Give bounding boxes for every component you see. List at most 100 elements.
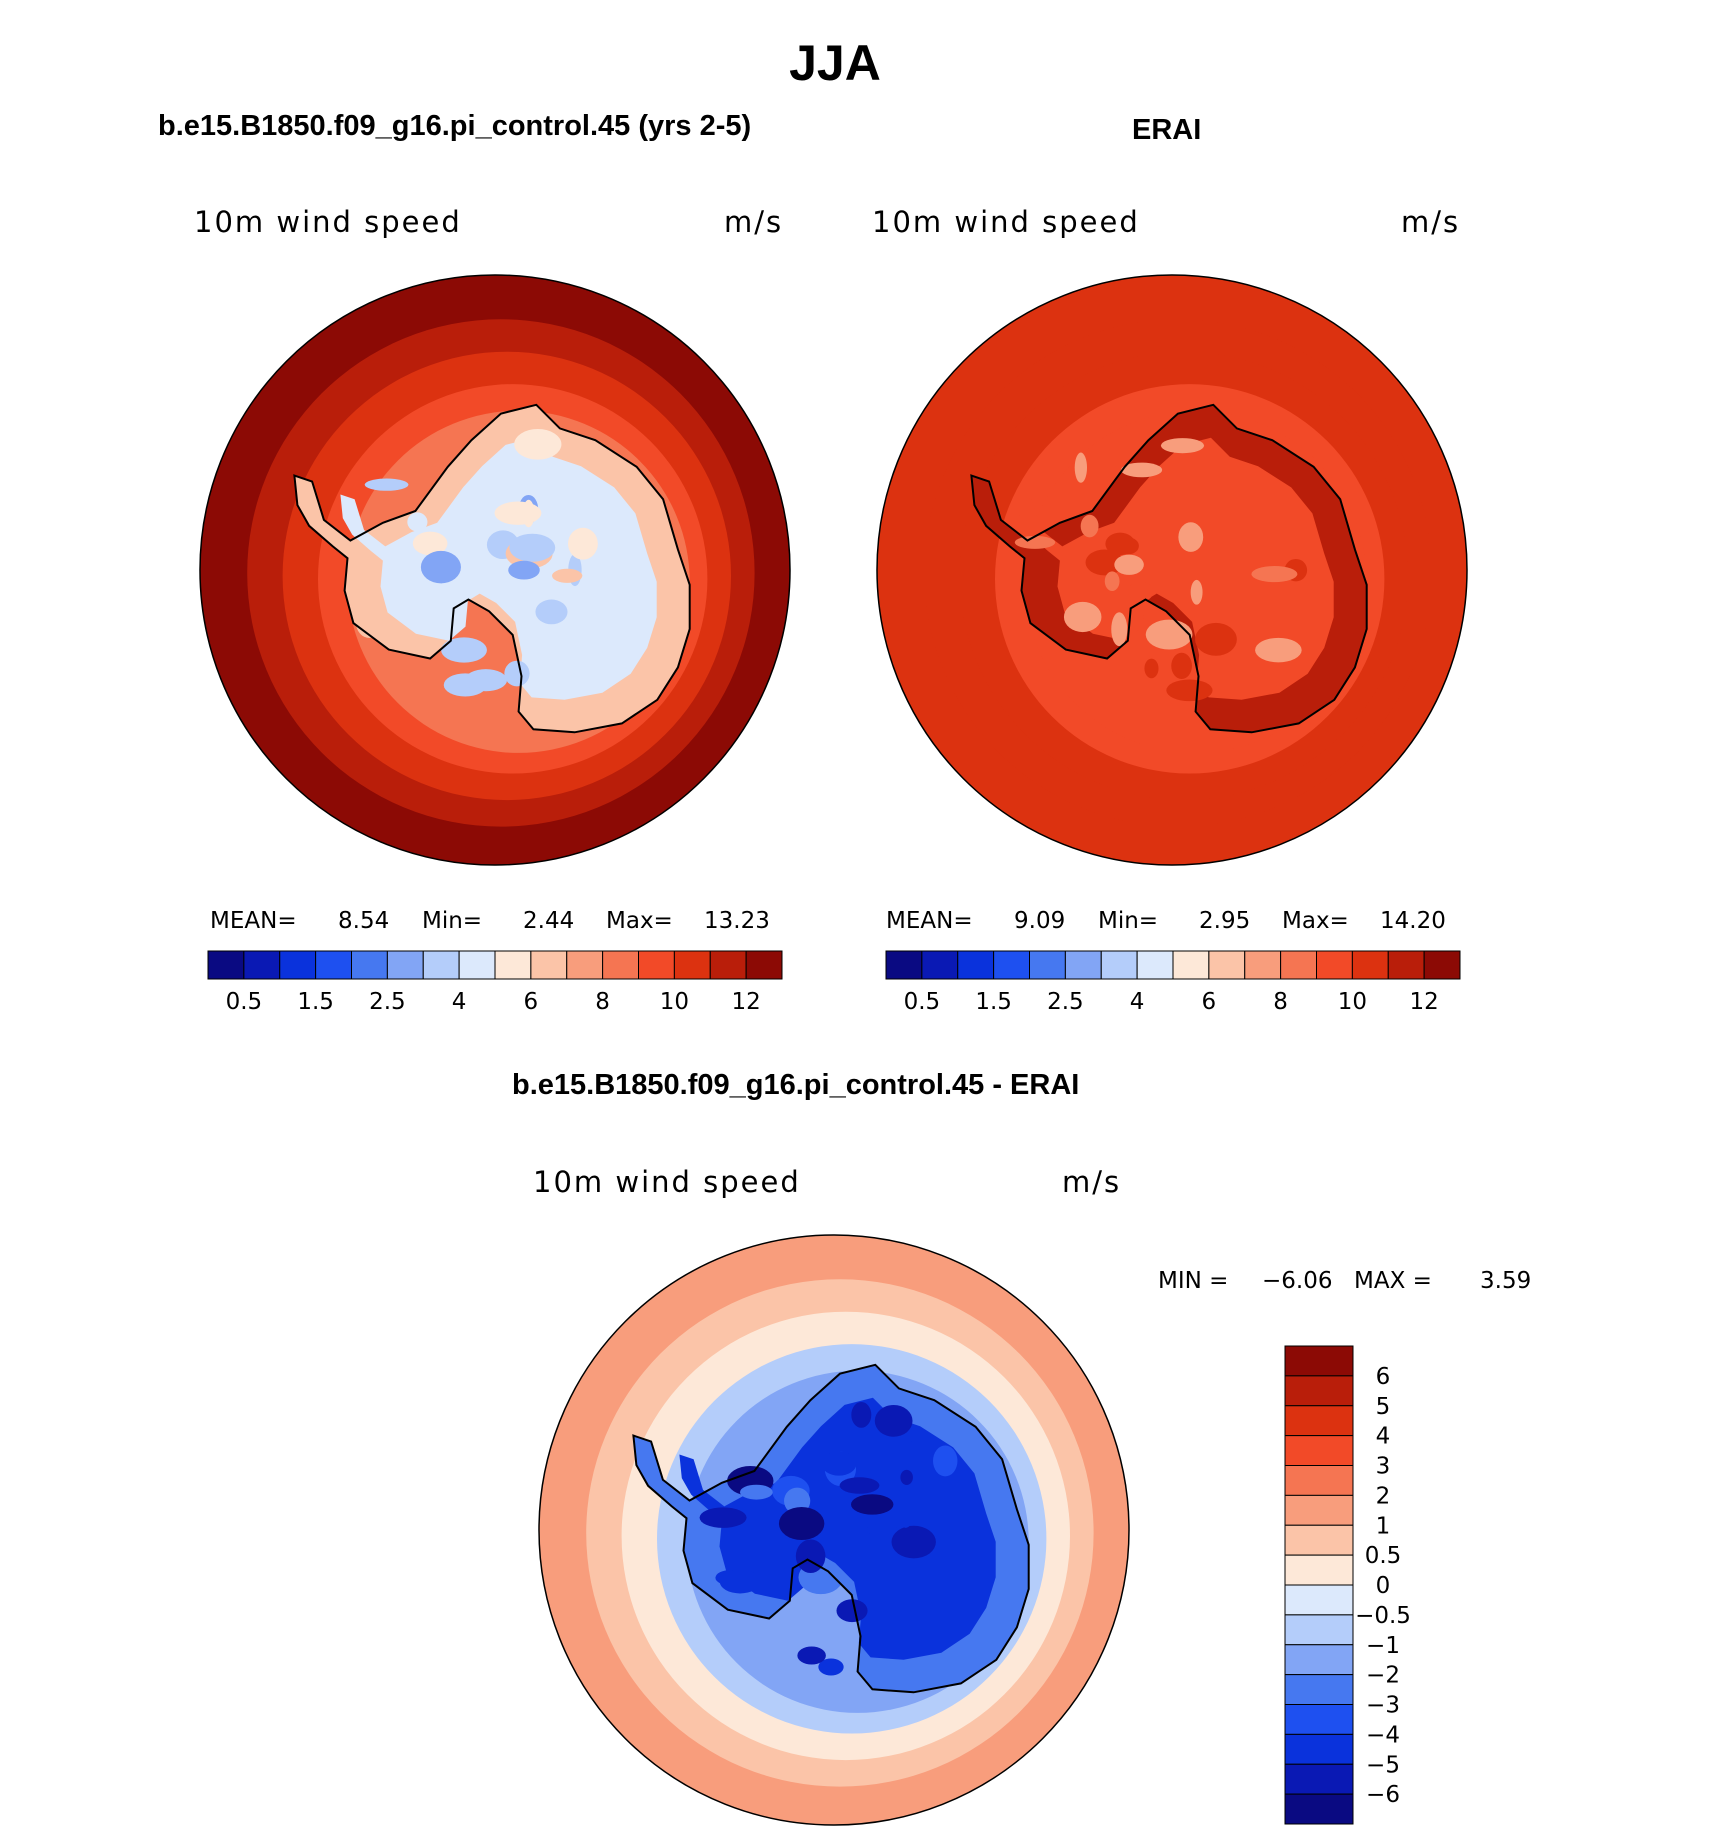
colorbar-tick-label: 10 [660, 989, 689, 1015]
colorbar-tick-label: 2.5 [1047, 989, 1084, 1015]
panel2-mean-value: 9.09 [1014, 908, 1066, 934]
panel1-min-label: Min= [422, 908, 483, 934]
panel3-min-value: −6.06 [1262, 1268, 1333, 1294]
colorbar-box [279, 950, 317, 980]
colorbar-tick-label: 0.5 [904, 989, 941, 1015]
panel2-mean-label: MEAN= [886, 908, 973, 934]
field-patch [1104, 571, 1120, 592]
field-patch [568, 527, 598, 560]
field-patch [1106, 656, 1136, 672]
continent-interior-zone [679, 1397, 996, 1660]
colorbar-box [1284, 1345, 1354, 1377]
colorbar-tick-label: 6 [1202, 989, 1217, 1015]
field-patch [1190, 579, 1203, 605]
field-patch [1160, 438, 1205, 454]
colorbar-tick-label: −1 [1366, 1633, 1400, 1659]
field-patch [459, 448, 481, 465]
colorbar-tick-label: −0.5 [1355, 1603, 1411, 1629]
colorbar-box [422, 950, 460, 980]
coastline [970, 403, 1368, 734]
colorbar-tick-label: 0.5 [1365, 1543, 1402, 1569]
colorbar-tick-label: 4 [1130, 989, 1145, 1015]
coastline [293, 403, 691, 734]
continent-interior-zone [1017, 437, 1334, 700]
colorbar-tick-label: 2.5 [369, 989, 406, 1015]
colorbar-box [602, 950, 639, 980]
field-patch [1111, 612, 1128, 647]
colorbar-box [315, 950, 352, 980]
field-patch [1255, 637, 1302, 663]
colorbar-box [243, 950, 281, 980]
field-patch [514, 428, 562, 460]
colorbar-box [1172, 950, 1210, 980]
panel3-max-value: 3.59 [1480, 1268, 1532, 1294]
colorbar-tick-label: 6 [1376, 1364, 1391, 1390]
colorbar-box [1316, 950, 1353, 980]
field-patch [1144, 658, 1159, 679]
field-patch [851, 1494, 894, 1515]
panel2-variable-label: 10m wind speed [872, 205, 1140, 239]
panel1-variable-label: 10m wind speed [194, 205, 462, 239]
map-panel-1 [199, 274, 791, 866]
field-patch [441, 637, 487, 663]
field-patch [851, 1401, 872, 1428]
field-patch [1195, 622, 1237, 656]
colorbar-tick-label: −2 [1366, 1663, 1400, 1689]
colorbar-tick-label: −3 [1366, 1693, 1400, 1719]
field-patch [778, 1507, 825, 1541]
colorbar-box [1029, 950, 1066, 980]
colorbar-tick-label: 0.5 [226, 989, 263, 1015]
colorbar-tick-label: 1.5 [975, 989, 1012, 1015]
field-patch [891, 1525, 936, 1559]
field-patch [839, 1477, 880, 1494]
colorbar-tick-label: 2 [1376, 1483, 1391, 1509]
colorbar-box [745, 950, 783, 980]
field-patch [1178, 522, 1204, 552]
panel3-min-label: MIN = [1158, 1268, 1229, 1294]
field-patch [420, 550, 461, 584]
colorbar-box [1284, 1614, 1354, 1646]
panel2-min-value: 2.95 [1199, 908, 1251, 934]
colorbar-box [885, 950, 923, 980]
field-patch [1145, 619, 1193, 650]
panel1-mean-label: MEAN= [210, 908, 297, 934]
colorbar-tick-label: 8 [595, 989, 610, 1015]
colorbar-tick-label: 1 [1376, 1513, 1391, 1539]
colorbar-3: 6 5 4 3 2 1 0.5 0 −0.5 −1 −2 −3 −4 −5 −6 [1284, 1345, 1411, 1825]
colorbar-box [1244, 950, 1282, 980]
colorbar-box [1284, 1494, 1354, 1526]
field-patch [901, 1441, 918, 1464]
field-patch [412, 531, 448, 556]
colorbar-box [1280, 950, 1317, 980]
colorbar-box [1284, 1644, 1354, 1676]
field-patch [1251, 566, 1298, 583]
colorbar-box [1208, 950, 1246, 980]
colorbar-box [993, 950, 1030, 980]
colorbar-box [1064, 950, 1102, 980]
colorbar-box [1284, 1375, 1354, 1407]
colorbar-box [1136, 950, 1174, 980]
field-patch [897, 1497, 914, 1528]
colorbar-box [1284, 1584, 1354, 1616]
field-patch [1014, 535, 1056, 549]
field-patch [1166, 679, 1213, 702]
field-patch [1080, 514, 1099, 538]
colorbar-box [1284, 1554, 1354, 1586]
field-patch [508, 560, 540, 580]
panel1-max-value: 13.23 [704, 908, 770, 934]
colorbar-box [1423, 950, 1461, 980]
colorbar-box [1351, 950, 1389, 980]
colorbar-box [494, 950, 532, 980]
field-patch [740, 1484, 773, 1500]
colorbar-2: 0.5 1.5 2.5 4 6 8 10 12 [885, 950, 1461, 1015]
field-patch [719, 1569, 761, 1594]
colorbar-tick-label: 10 [1338, 989, 1367, 1015]
continent-interior-zone [340, 437, 657, 700]
colorbar-box [1284, 1763, 1354, 1795]
colorbar-box [566, 950, 604, 980]
panel3-units-label: m/s [1062, 1165, 1122, 1199]
colorbar-box [1100, 950, 1138, 980]
panel1-max-label: Max= [606, 908, 673, 934]
field-patch [364, 478, 409, 491]
